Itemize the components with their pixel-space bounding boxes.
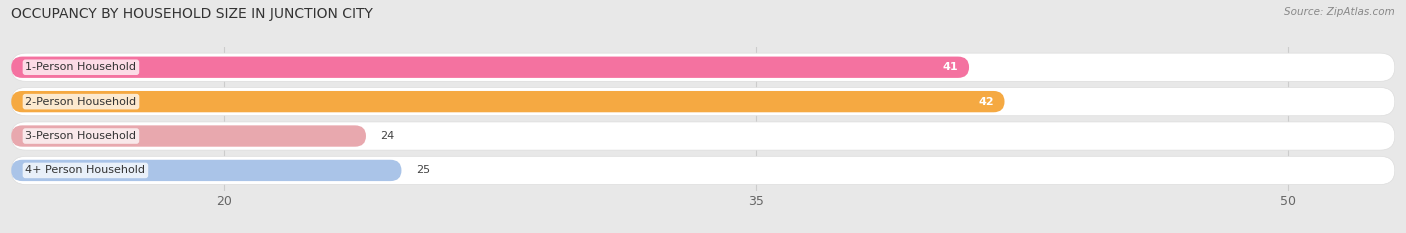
Text: 25: 25 xyxy=(416,165,430,175)
Text: Source: ZipAtlas.com: Source: ZipAtlas.com xyxy=(1284,7,1395,17)
FancyBboxPatch shape xyxy=(11,156,1395,185)
FancyBboxPatch shape xyxy=(11,57,969,78)
FancyBboxPatch shape xyxy=(11,125,366,147)
FancyBboxPatch shape xyxy=(11,160,402,181)
FancyBboxPatch shape xyxy=(11,91,1004,112)
FancyBboxPatch shape xyxy=(11,88,1395,116)
Text: 2-Person Household: 2-Person Household xyxy=(25,97,136,107)
Text: 3-Person Household: 3-Person Household xyxy=(25,131,136,141)
Text: 4+ Person Household: 4+ Person Household xyxy=(25,165,145,175)
Text: 24: 24 xyxy=(380,131,395,141)
Text: 1-Person Household: 1-Person Household xyxy=(25,62,136,72)
FancyBboxPatch shape xyxy=(11,53,1395,81)
Text: 41: 41 xyxy=(943,62,959,72)
Text: OCCUPANCY BY HOUSEHOLD SIZE IN JUNCTION CITY: OCCUPANCY BY HOUSEHOLD SIZE IN JUNCTION … xyxy=(11,7,373,21)
FancyBboxPatch shape xyxy=(11,122,1395,150)
Text: 42: 42 xyxy=(979,97,994,107)
